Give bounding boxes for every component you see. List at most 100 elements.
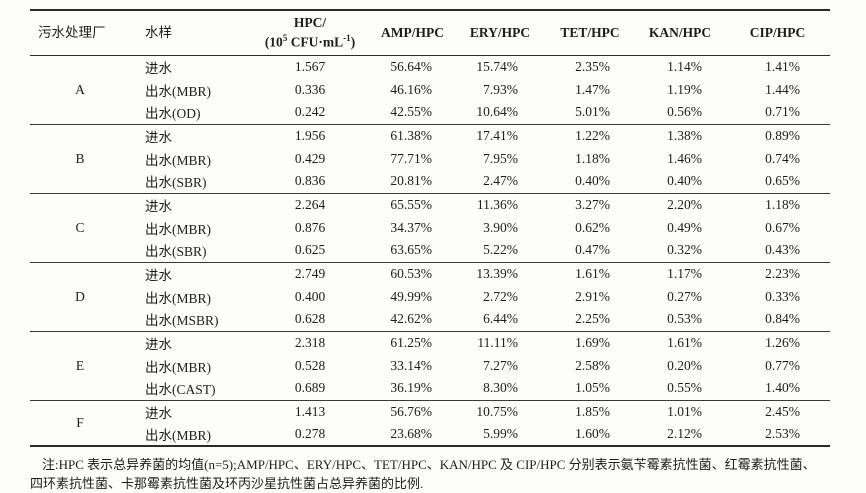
sample-label: 出水(MBR) (145, 290, 212, 306)
hpc-value: 0.336 (294, 81, 326, 97)
kan-value: 0.53% (667, 311, 702, 327)
sample-label: 进水 (130, 261, 250, 285)
hpc-value: 0.836 (294, 173, 326, 189)
tet-value: 5.01% (575, 104, 610, 120)
cip-value: 1.26% (725, 330, 830, 354)
tet-value: 1.85% (545, 399, 635, 423)
table-row: D 进水 2.749 60.53% 13.39% 1.61% 1.17% 2.23% (30, 261, 830, 331)
ery-value: 17.41% (455, 123, 545, 147)
cip-value: 1.41% (765, 58, 800, 74)
hpc-value: 0.625 (294, 242, 326, 258)
hpc-unit-exponent2: -1 (343, 33, 351, 43)
ery-value: 8.30% (483, 380, 518, 396)
amp-value: 56.64% (390, 58, 432, 74)
ery-value: 11.36% (455, 192, 545, 216)
col-header-ery: ERY/HPC (455, 10, 545, 56)
tet-value: 1.05% (575, 380, 610, 396)
hpc-value: 0.278 (294, 426, 326, 441)
ery-value: 3.90% (483, 219, 518, 235)
kan-value: 0.40% (667, 173, 702, 189)
table-row: 出水(MBR) 0.528 33.14% 7.27% 2.58% 0.20% 0.77% (30, 354, 830, 377)
cip-value: 1.44% (765, 81, 800, 97)
cip-value: 2.53% (765, 426, 800, 441)
ery-value: 5.99% (483, 426, 518, 441)
tet-value: 1.47% (575, 81, 610, 97)
sample-label: 出水(SBR) (145, 244, 207, 260)
ery-value: 7.27% (483, 357, 518, 373)
table-row: C 进水 2.264 65.55% 11.36% 3.27% 2.20% 1.18% (30, 192, 830, 262)
cip-value: 0.43% (765, 242, 800, 258)
header-row: 污水处理厂 水样 HPC/ (105 CFU·mL-1) AMP/HPC ERY… (30, 10, 830, 56)
ery-value: 5.22% (483, 242, 518, 258)
hpc-value: 2.264 (250, 192, 370, 216)
kan-value: 0.49% (667, 219, 702, 235)
hpc-value: 1.567 (294, 58, 326, 74)
amp-value: 49.99% (390, 288, 432, 304)
table-row: 出水(MBR) 0.400 49.99% 2.72% 2.91% 0.27% 0.33% (30, 285, 830, 308)
hpc-header-unit: (105 CFU·mL-1) (250, 32, 370, 52)
amp-value: 33.14% (390, 357, 432, 373)
table-row: 出水(MBR) 0.336 46.16% 7.93% 1.47% 1.19% 1.44% (30, 78, 830, 101)
sample-label: 进水 (130, 123, 250, 147)
col-header-plant: 污水处理厂 (30, 10, 130, 56)
kan-value: 0.27% (667, 288, 702, 304)
ery-value: 13.39% (455, 261, 545, 285)
col-header-cip: CIP/HPC (725, 10, 830, 56)
amp-value: 77.71% (390, 150, 432, 166)
col-header-tet: TET/HPC (545, 10, 635, 56)
col-header-hpc: HPC/ (105 CFU·mL-1) (250, 10, 370, 56)
table-row: 出水(MBR) 0.876 34.37% 3.90% 0.62% 0.49% 0.67% (30, 216, 830, 239)
cip-value: 0.67% (765, 219, 800, 235)
amp-value: 65.55% (370, 192, 455, 216)
hpc-value: 0.242 (294, 104, 326, 120)
table-row: 出水(MBR) 0.429 77.71% 7.95% 1.18% 1.46% 0.74% (30, 147, 830, 170)
sample-label: 进水 (130, 330, 250, 354)
kan-value: 1.61% (635, 330, 725, 354)
plant-label: C (30, 192, 130, 262)
tet-value: 1.69% (545, 330, 635, 354)
table-body: A 进水 1.567 56.64% 15.74% 2.35% 1.14% 1.41% 出水(MB… (30, 55, 830, 446)
sample-label: 进水 (130, 399, 250, 423)
table-row: 出水(OD) 0.242 42.55% 10.64% 5.01% 0.56% 0.71% (30, 101, 830, 124)
sample-label: 出水(MBR) (145, 428, 212, 443)
amp-value: 42.55% (390, 104, 432, 120)
hpc-value: 0.400 (294, 288, 326, 304)
ery-value: 15.74% (476, 58, 518, 74)
cip-value: 2.23% (725, 261, 830, 285)
amp-value: 61.38% (370, 123, 455, 147)
ery-value: 10.64% (476, 104, 518, 120)
sample-label: 出水(SBR) (145, 175, 207, 191)
col-header-sample: 水样 (130, 10, 250, 56)
table-footnote: 注:HPC 表示总异养菌的均值(n=5);AMP/HPC、ERY/HPC、TET… (30, 455, 836, 493)
amp-value: 60.53% (370, 261, 455, 285)
ery-value: 7.93% (483, 81, 518, 97)
kan-value: 1.46% (667, 150, 702, 166)
cip-value: 0.33% (765, 288, 800, 304)
table-row: A 进水 1.567 56.64% 15.74% 2.35% 1.14% 1.41% (30, 55, 830, 97)
table-header: 污水处理厂 水样 HPC/ (105 CFU·mL-1) AMP/HPC ERY… (30, 10, 830, 56)
sample-label: 出水(MSBR) (145, 313, 219, 329)
table-row: E 进水 2.318 61.25% 11.11% 1.69% 1.61% 1.26% (30, 330, 830, 400)
tet-value: 2.25% (575, 311, 610, 327)
hpc-resistance-table: 污水处理厂 水样 HPC/ (105 CFU·mL-1) AMP/HPC ERY… (30, 9, 830, 447)
amp-value: 23.68% (390, 426, 432, 441)
amp-value: 20.81% (390, 173, 432, 189)
table-row: B 进水 1.956 61.38% 17.41% 1.22% 1.38% 0.89% (30, 123, 830, 193)
kan-value: 2.12% (667, 426, 702, 441)
amp-value: 46.16% (390, 81, 432, 97)
tet-value: 1.18% (575, 150, 610, 166)
hpc-header-line1: HPC/ (293, 14, 327, 30)
tet-value: 1.22% (545, 123, 635, 147)
plant-label: F (30, 399, 130, 446)
kan-value: 0.20% (667, 357, 702, 373)
sample-label: 出水(MBR) (145, 221, 212, 237)
cip-value: 1.18% (725, 192, 830, 216)
ery-value: 2.47% (483, 173, 518, 189)
amp-value: 63.65% (390, 242, 432, 258)
footnote-line1: 注:HPC 表示总异养菌的均值(n=5);AMP/HPC、ERY/HPC、TET… (42, 457, 816, 472)
amp-value: 34.37% (390, 219, 432, 235)
hpc-value: 0.429 (294, 150, 326, 166)
amp-value: 42.62% (390, 311, 432, 327)
ery-value: 11.11% (455, 330, 545, 354)
kan-value: 1.19% (667, 81, 702, 97)
